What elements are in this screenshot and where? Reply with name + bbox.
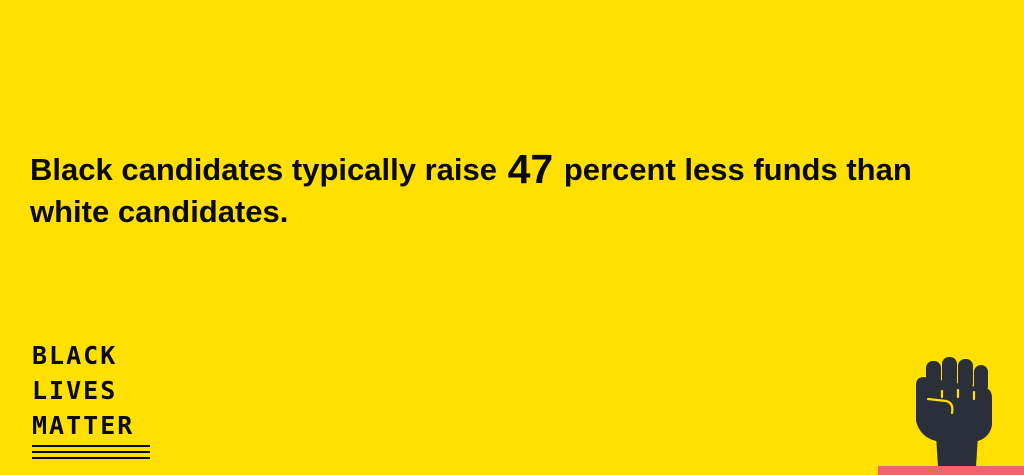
logo-underline-stripes [32, 445, 150, 459]
raised-fist-icon [916, 357, 992, 467]
headline-text-after: percent less funds than white candidates… [30, 152, 912, 229]
logo-line-2: LIVES [32, 376, 118, 405]
logo-stripe [32, 451, 150, 453]
accent-bar [878, 466, 1024, 475]
logo-line-1: BLACK [32, 341, 118, 370]
black-lives-matter-logo: BLACK LIVES MATTER [32, 338, 156, 463]
headline: Black candidates typically raise 47 perc… [30, 148, 990, 233]
headline-text-before: Black candidates typically raise [30, 152, 506, 187]
logo-stripe [32, 445, 150, 447]
headline-statistic: 47 [507, 146, 554, 192]
logo-stripe [32, 457, 150, 459]
logo-line-3: MATTER [32, 411, 135, 440]
